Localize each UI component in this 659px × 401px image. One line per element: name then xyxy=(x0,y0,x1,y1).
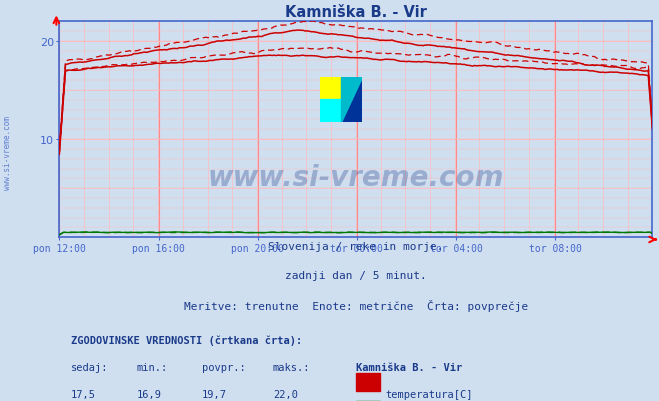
Text: 17,5: 17,5 xyxy=(71,389,96,399)
Text: ZGODOVINSKE VREDNOSTI (črtkana črta):: ZGODOVINSKE VREDNOSTI (črtkana črta): xyxy=(71,334,302,345)
Text: Meritve: trenutne  Enote: metrične  Črta: povprečje: Meritve: trenutne Enote: metrične Črta: … xyxy=(184,299,528,311)
FancyBboxPatch shape xyxy=(356,373,380,391)
Text: temperatura[C]: temperatura[C] xyxy=(386,389,473,399)
Text: www.si-vreme.com: www.si-vreme.com xyxy=(3,115,13,189)
Text: www.si-vreme.com: www.si-vreme.com xyxy=(208,163,504,191)
Text: zadnji dan / 5 minut.: zadnji dan / 5 minut. xyxy=(285,270,427,280)
Text: Slovenija / reke in morje.: Slovenija / reke in morje. xyxy=(268,241,444,251)
Text: povpr.:: povpr.: xyxy=(202,362,245,372)
Text: 22,0: 22,0 xyxy=(273,389,298,399)
Bar xyxy=(320,100,341,122)
Polygon shape xyxy=(341,78,362,122)
Text: Kamniška B. - Vir: Kamniška B. - Vir xyxy=(356,362,462,372)
Text: min.:: min.: xyxy=(136,362,167,372)
Polygon shape xyxy=(341,78,362,122)
Text: sedaj:: sedaj: xyxy=(71,362,109,372)
Bar xyxy=(320,78,341,100)
Text: 16,9: 16,9 xyxy=(136,389,161,399)
Text: 19,7: 19,7 xyxy=(202,389,227,399)
Text: maks.:: maks.: xyxy=(273,362,310,372)
Title: Kamniška B. - Vir: Kamniška B. - Vir xyxy=(285,4,427,20)
